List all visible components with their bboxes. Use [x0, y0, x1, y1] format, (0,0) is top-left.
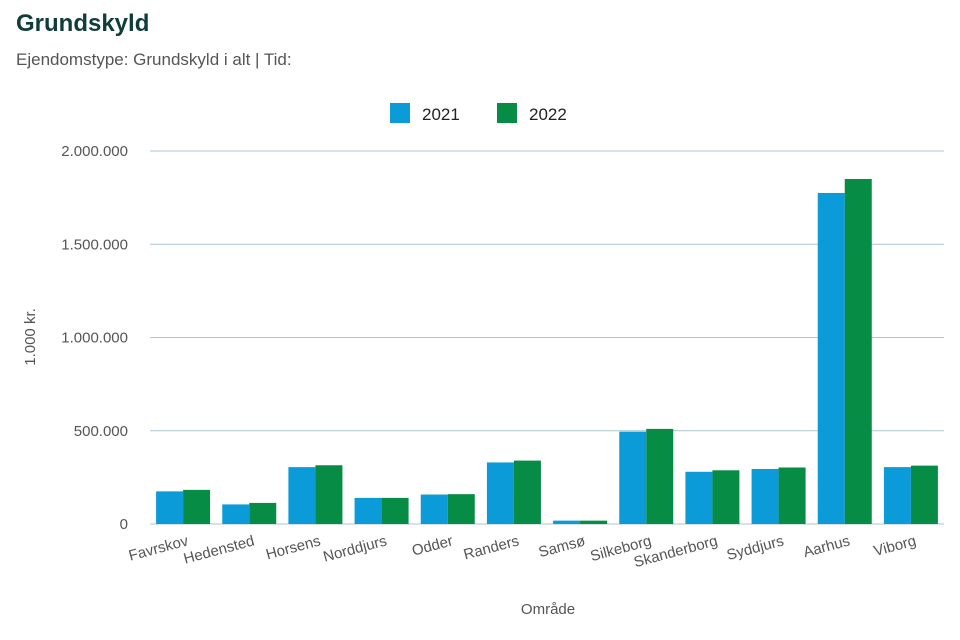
x-tick-label: Syddjurs	[725, 532, 786, 564]
bar-2022-Viborg[interactable]	[910, 465, 938, 524]
bar-2022-Odder[interactable]	[447, 494, 475, 524]
x-axis-title: Område	[521, 601, 575, 618]
legend-label: 2021	[422, 105, 460, 124]
legend-label: 2022	[529, 105, 567, 124]
gridlines	[150, 150, 944, 525]
legend-swatch	[390, 103, 410, 123]
chart-subtitle: Ejendomstype: Grundskyld i alt | Tid:	[16, 50, 292, 69]
bar-2021-Norddjurs[interactable]	[354, 497, 382, 524]
bar-2022-Norddjurs[interactable]	[381, 497, 409, 524]
bars	[156, 178, 938, 524]
x-tick-label: Aarhus	[801, 532, 851, 561]
bar-2022-Favrskov[interactable]	[183, 489, 211, 524]
x-tick-label: Favrskov	[127, 532, 191, 564]
chart-title: Grundskyld	[16, 10, 150, 37]
y-tick-label: 1.500.000	[61, 236, 128, 253]
legend-swatch	[497, 103, 517, 123]
bar-2021-Favrskov[interactable]	[156, 491, 184, 524]
bar-2022-Aarhus[interactable]	[844, 178, 872, 524]
y-tick-label: 2.000.000	[61, 143, 128, 160]
y-tick-label: 0	[120, 516, 128, 533]
y-tick-label: 500.000	[74, 423, 128, 440]
bar-2022-Syddjurs[interactable]	[778, 467, 806, 524]
x-tick-label: Samsø	[537, 532, 587, 561]
bar-2022-Horsens[interactable]	[315, 465, 343, 524]
x-tick-label: Horsens	[264, 532, 322, 563]
bar-2022-Samsø[interactable]	[580, 520, 608, 524]
legend-item-2022[interactable]: 2022	[497, 103, 567, 124]
x-tick-label: Randers	[462, 532, 521, 563]
bar-2021-Skanderborg[interactable]	[685, 471, 713, 524]
bar-2021-Aarhus[interactable]	[817, 192, 845, 524]
bar-2022-Randers[interactable]	[513, 460, 541, 524]
bar-2021-Viborg[interactable]	[883, 467, 911, 524]
bar-2021-Hedensted[interactable]	[222, 504, 250, 524]
bar-2021-Odder[interactable]	[420, 494, 448, 524]
y-axis-title: 1.000 kr.	[22, 308, 39, 366]
bar-2022-Silkeborg[interactable]	[646, 428, 674, 524]
bar-2021-Samsø[interactable]	[553, 520, 581, 524]
bar-2021-Horsens[interactable]	[288, 467, 316, 524]
y-axis-ticks: 0 500.000 1.000.000 1.500.000 2.000.000	[61, 143, 128, 533]
bar-2021-Silkeborg[interactable]	[619, 431, 647, 524]
legend[interactable]: 2021 2022	[390, 103, 567, 124]
x-tick-label: Norddjurs	[321, 532, 388, 565]
x-tick-label: Viborg	[872, 532, 918, 560]
x-tick-label: Hedensted	[182, 532, 256, 567]
bar-2022-Skanderborg[interactable]	[712, 470, 740, 524]
legend-item-2021[interactable]: 2021	[390, 103, 460, 124]
bar-2021-Randers[interactable]	[486, 462, 514, 524]
x-tick-label: Odder	[410, 532, 455, 559]
y-tick-label: 1.000.000	[61, 330, 128, 347]
bar-2022-Hedensted[interactable]	[249, 502, 277, 524]
bar-2021-Syddjurs[interactable]	[751, 468, 779, 524]
